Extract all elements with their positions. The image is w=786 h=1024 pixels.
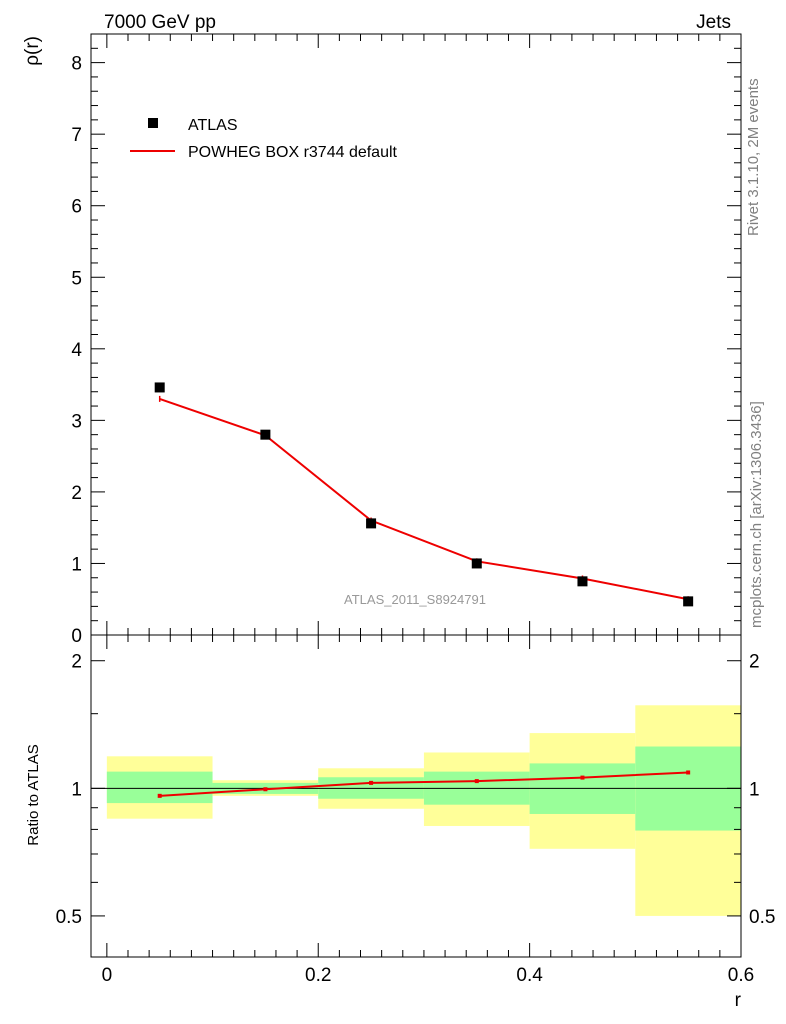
- ratio-point: [686, 770, 691, 775]
- ratio-y-tick-label-right: 2: [749, 652, 760, 673]
- ratio-y-tick-label-left: 2: [71, 652, 82, 673]
- main-y-tick-label: 7: [71, 125, 82, 146]
- ratio-y-tick-label-right: 0.5: [749, 907, 775, 928]
- ratio-line: [159, 771, 689, 797]
- atlas-data-point: [577, 576, 588, 587]
- ratio-y-tick-label-left: 1: [71, 779, 82, 800]
- x-tick-label: 0: [102, 965, 113, 986]
- legend-powheg-label: POWHEG BOX r3744 default: [188, 144, 398, 161]
- x-axis-label: r: [735, 990, 742, 1011]
- legend-atlas-marker: [148, 118, 158, 128]
- ratio-point: [369, 780, 374, 785]
- atlas-data-point: [683, 596, 694, 607]
- atlas-data-point: [366, 518, 377, 529]
- main-y-tick-label: 2: [71, 483, 82, 504]
- atlas-data-point: [471, 558, 482, 569]
- atlas-data-point: [260, 429, 271, 440]
- rivet-version-label: Rivet 3.1.10, 2M events: [745, 78, 762, 236]
- ratio-y-tick-label-right: 1: [749, 779, 760, 800]
- header-right: Jets: [696, 12, 731, 33]
- ratio-y-axis-label: Ratio to ATLAS: [25, 744, 42, 845]
- ratio-point: [157, 793, 162, 798]
- main-y-tick-label: 8: [71, 54, 82, 75]
- ratio-point: [580, 775, 585, 780]
- main-y-tick-label: 0: [71, 626, 82, 647]
- main-y-tick-label: 1: [71, 554, 82, 575]
- ratio-y-tick-label-left: 0.5: [56, 907, 82, 928]
- x-tick-label: 0.2: [305, 965, 331, 986]
- mcplots-reference-label: mcplots.cern.ch [arXiv:1306.3436]: [748, 401, 765, 628]
- main-y-tick-label: 3: [71, 411, 82, 432]
- x-tick-label: 0.4: [516, 965, 543, 986]
- main-y-axis-label: ρ(r): [22, 36, 43, 66]
- main-y-tick-label: 5: [71, 268, 82, 289]
- legend-atlas-label: ATLAS: [188, 117, 238, 134]
- ratio-point: [474, 779, 479, 784]
- atlas-data-point: [154, 382, 165, 393]
- powheg-line: [159, 397, 689, 601]
- watermark: ATLAS_2011_S8924791: [344, 592, 486, 607]
- ratio-band-inner: [106, 771, 213, 804]
- ratio-point: [263, 787, 268, 792]
- main-y-tick-label: 6: [71, 197, 82, 218]
- ratio-plot-frame: [90, 634, 742, 958]
- legend: ATLAS POWHEG BOX r3744 default: [130, 117, 398, 161]
- header-left: 7000 GeV pp: [104, 12, 216, 33]
- x-tick-label: 0.6: [728, 965, 754, 986]
- main-y-tick-label: 4: [71, 340, 82, 361]
